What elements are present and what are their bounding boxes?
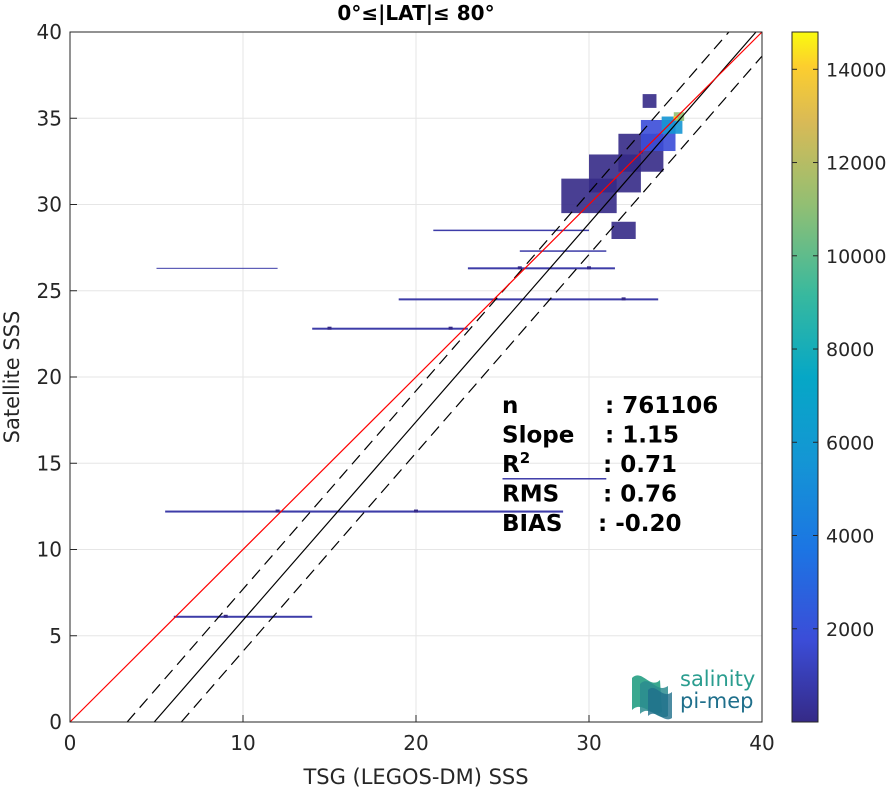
- stat-label: BIAS: [502, 511, 562, 537]
- y-tick-label: 15: [37, 451, 62, 475]
- density-streak: [312, 327, 468, 330]
- logo-text-pimep: pi-mep: [680, 689, 753, 713]
- x-axis-label: TSG (LEGOS-DM) SSS: [302, 765, 528, 789]
- x-tick-label: 20: [403, 731, 428, 755]
- colorbar-tick-label: 10000: [826, 246, 886, 268]
- density-cell: [642, 94, 657, 108]
- fit-lower-bound-line: [180, 55, 763, 723]
- one-to-one-line: [69, 31, 763, 723]
- chart-title: 0°≤|LAT|≤ 80°: [337, 1, 494, 25]
- x-tick-label: 40: [749, 731, 774, 755]
- stat-label: Slope: [502, 423, 574, 449]
- logo-text-salinity: salinity: [680, 667, 755, 691]
- density-point: [587, 266, 591, 270]
- reference-lines: [69, 31, 763, 723]
- colorbar-ticks: 2000 4000 6000 8000 10000 12000 14000: [792, 59, 886, 641]
- x-axis-ticks: 0 10 20 30 40: [64, 715, 775, 755]
- fit-line: [153, 31, 757, 723]
- x-tick-label: 30: [576, 731, 601, 755]
- stat-value: : 1.15: [605, 423, 679, 449]
- stat-value: : -0.20: [598, 511, 682, 537]
- y-tick-label: 5: [49, 624, 62, 648]
- y-tick-label: 40: [37, 20, 62, 44]
- density-streak: [467, 267, 615, 270]
- density-streak: [502, 478, 607, 480]
- stat-value: : 761106: [605, 393, 718, 419]
- colorbar: [791, 31, 819, 723]
- density-cell: [673, 112, 685, 121]
- y-tick-label: 20: [37, 365, 62, 389]
- density-point: [223, 614, 228, 618]
- density-cell: [611, 221, 636, 239]
- colorbar-tick-label: 6000: [826, 432, 874, 454]
- y-tick-label: 35: [37, 106, 62, 130]
- colorbar-tick-label: 12000: [826, 153, 886, 175]
- density-point: [517, 266, 522, 270]
- salinity-pi-mep-logo: salinity pi-mep: [632, 667, 755, 720]
- y-axis-label: Satellite SSS: [0, 311, 24, 444]
- density-point: [414, 509, 418, 513]
- density-streak: [519, 250, 607, 252]
- density-point: [448, 326, 453, 330]
- y-axis-ticks: 0 5 10 15 20 25 30 35 40: [37, 20, 77, 734]
- density-point: [327, 326, 332, 330]
- density-streak: [398, 298, 659, 301]
- density-point: [621, 297, 626, 301]
- y-tick-label: 0: [49, 710, 62, 734]
- density-streak: [277, 510, 564, 513]
- y-tick-label: 10: [37, 538, 62, 562]
- colorbar-tick-label: 8000: [826, 339, 874, 361]
- density-point: [275, 509, 280, 513]
- colorbar-tick-label: 4000: [826, 526, 874, 548]
- stat-label: n: [502, 393, 518, 419]
- density-streak: [156, 267, 278, 269]
- y-tick-label: 25: [37, 279, 62, 303]
- stat-value: : 0.71: [603, 452, 677, 478]
- x-tick-label: 10: [230, 731, 255, 755]
- density-streak: [173, 615, 313, 618]
- density-streak: [433, 229, 589, 232]
- fit-upper-bound-line: [126, 31, 730, 723]
- colorbar-tick-label: 14000: [826, 59, 886, 81]
- stat-label: RMS: [502, 482, 559, 508]
- x-tick-label: 0: [64, 731, 77, 755]
- y-tick-label: 30: [37, 193, 62, 217]
- stat-value: : 0.76: [603, 482, 677, 508]
- colorbar-tick-label: 2000: [826, 619, 874, 641]
